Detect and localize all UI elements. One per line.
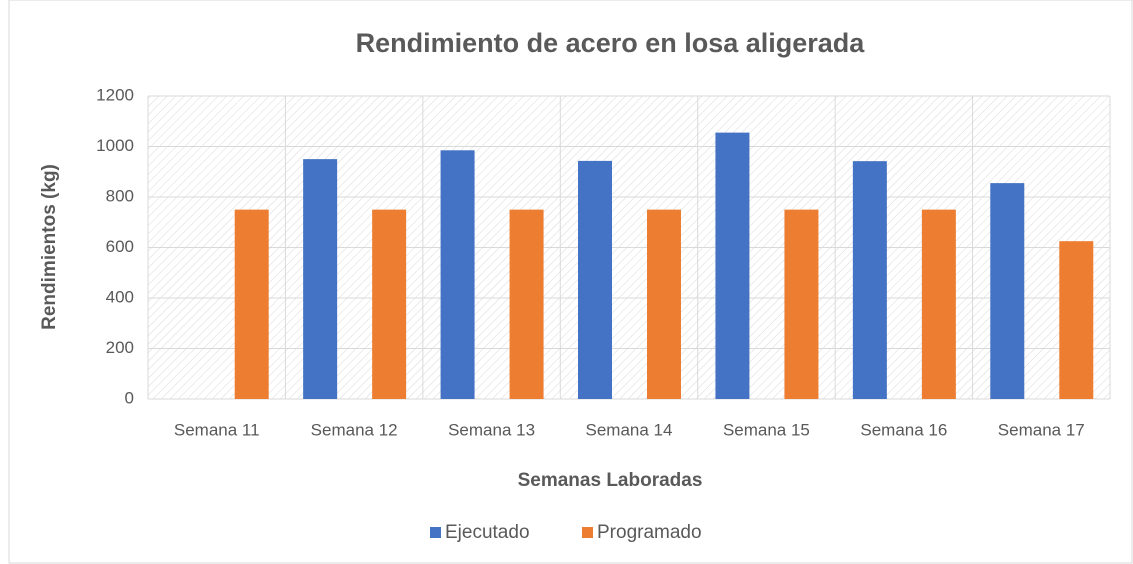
y-tick-label: 1000	[96, 136, 134, 155]
y-axis-title: Rendimientos (kg)	[39, 164, 60, 330]
bar	[990, 183, 1025, 399]
chart-title: Rendimiento de acero en losa aligerada	[356, 28, 866, 58]
y-tick-label: 0	[125, 388, 134, 407]
bar	[715, 132, 750, 400]
x-tick-label: Semana 13	[448, 420, 535, 439]
x-axis-title: Semanas Laboradas	[518, 470, 703, 491]
y-tick-label: 200	[106, 338, 134, 357]
legend-label: Ejecutado	[445, 522, 530, 543]
legend-label: Programado	[597, 522, 702, 543]
bar	[372, 209, 407, 399]
legend-swatch	[430, 527, 441, 538]
bar	[578, 160, 612, 399]
bar	[784, 209, 819, 399]
bar	[852, 161, 887, 399]
x-tick-label: Semana 17	[998, 420, 1085, 439]
bar	[647, 209, 681, 399]
bar	[1059, 241, 1094, 399]
x-tick-label: Semana 11	[174, 420, 260, 439]
legend-swatch	[582, 527, 593, 538]
y-tick-label: 400	[106, 287, 134, 306]
x-tick-label: Semana 16	[860, 420, 947, 439]
x-tick-label: Semana 15	[723, 420, 810, 439]
y-tick-label: 1200	[96, 85, 134, 104]
y-tick-label: 800	[106, 186, 134, 205]
x-tick-label: Semana 14	[586, 420, 673, 439]
y-tick-label: 600	[106, 237, 134, 256]
x-tick-label: Semana 12	[311, 420, 398, 439]
bar	[234, 209, 269, 399]
bar	[509, 209, 544, 399]
bar	[921, 209, 956, 399]
bar	[303, 159, 338, 399]
bar	[440, 150, 475, 399]
